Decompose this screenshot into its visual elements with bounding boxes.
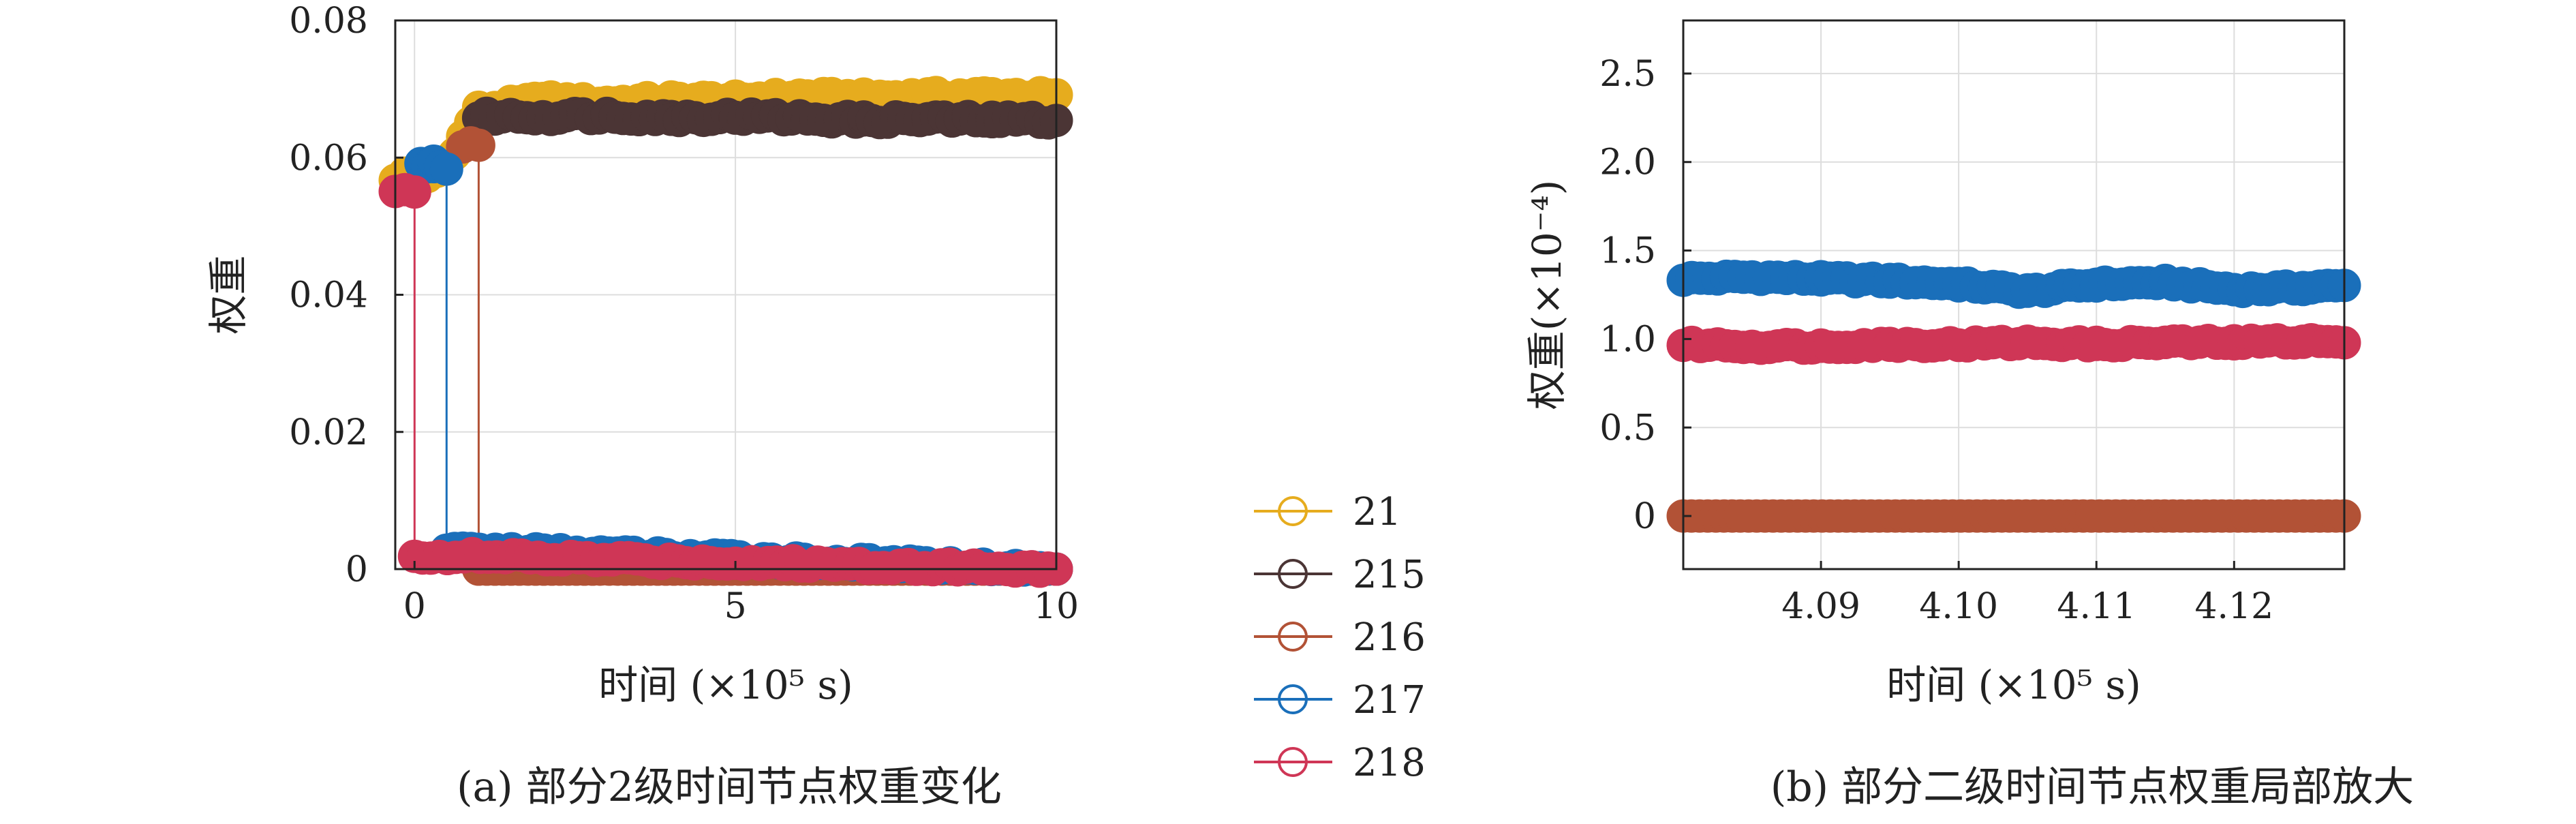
legend-marker-218 <box>1278 747 1308 777</box>
series-215 <box>461 96 1073 140</box>
y-tick-label-2: 0.04 <box>289 275 368 316</box>
series-217 <box>404 144 1073 587</box>
x-axis-label: 时间 (×10⁵ s) <box>1886 662 2141 708</box>
legend-label-215: 215 <box>1353 553 1426 597</box>
legend-marker-215 <box>1278 559 1308 589</box>
legend-item-21: 21 <box>1254 490 1401 534</box>
caption-a: (a) 部分2级时间节点权重变化 <box>457 763 1002 811</box>
legend-label-216: 216 <box>1353 615 1426 660</box>
y-tick-label-4: 2.0 <box>1599 142 1656 183</box>
series-line-217 <box>420 163 1057 570</box>
legend-label-217: 217 <box>1353 678 1426 722</box>
y-tick-label-2: 1.0 <box>1599 319 1656 360</box>
x-tick-label-0: 0 <box>403 586 426 627</box>
plot-frame <box>1682 19 2346 570</box>
x-tick-label-0: 4.09 <box>1781 586 1860 627</box>
y-tick-label-0: 0 <box>1634 496 1656 537</box>
x-tick-label-2: 4.11 <box>2057 586 2136 627</box>
y-axis-label: 权重(×10⁻⁴) <box>1524 180 1570 410</box>
legend-label-21: 21 <box>1353 490 1401 534</box>
x-axis-label: 时间 (×10⁵ s) <box>598 662 853 708</box>
series-216 <box>1666 499 2361 533</box>
y-axis-label: 权重 <box>205 255 251 334</box>
series-218 <box>1666 323 2361 365</box>
y-tick-label-0: 0 <box>346 549 368 590</box>
panel-a: 0 5 10 0 0.02 0.04 0.06 0.08 时间 (×10⁵ s) 权重 <box>205 1 1079 708</box>
x-tick-label-1: 5 <box>724 586 747 627</box>
legend-item-216: 216 <box>1254 615 1426 660</box>
legend-item-215: 215 <box>1254 553 1426 597</box>
series-point-218 <box>397 175 431 209</box>
legend-item-217: 217 <box>1254 678 1426 722</box>
legend-item-218: 218 <box>1254 741 1426 785</box>
series-218 <box>378 172 1073 588</box>
series-217 <box>1666 259 2361 309</box>
legend-marker-21 <box>1278 496 1308 526</box>
y-tick-label-3: 1.5 <box>1599 231 1656 272</box>
x-tick-label-3: 4.12 <box>2194 586 2273 627</box>
series-point-217 <box>429 152 463 186</box>
y-tick-label-1: 0.5 <box>1599 408 1656 448</box>
legend-marker-216 <box>1278 622 1308 652</box>
y-tick-label-3: 0.06 <box>289 138 368 179</box>
series-216 <box>446 126 1073 586</box>
x-tick-label-1: 4.10 <box>1919 586 1998 627</box>
caption-b: (b) 部分二级时间节点权重局部放大 <box>1770 763 2414 811</box>
y-tick-label-1: 0.02 <box>289 412 368 453</box>
y-tick-label-5: 2.5 <box>1599 54 1656 95</box>
series-point-216 <box>461 128 495 162</box>
legend-marker-217 <box>1278 684 1308 714</box>
legend-label-218: 218 <box>1353 741 1426 785</box>
x-tick-label-2: 10 <box>1034 586 1079 627</box>
series-line-218 <box>395 191 1057 570</box>
legend: 21 215 216 217 218 <box>1254 490 1426 785</box>
panel-b: 4.09 4.10 4.11 4.12 0 0.5 1.0 1.5 2.0 2.5 时间 (×10⁵… <box>1524 19 2361 708</box>
series-line-216 <box>462 142 1056 570</box>
y-tick-label-4: 0.08 <box>289 1 368 42</box>
